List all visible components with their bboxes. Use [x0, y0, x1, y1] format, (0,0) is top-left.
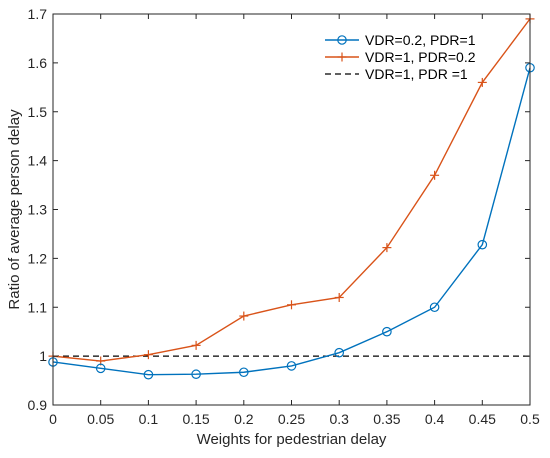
y-tick-label: 1.7 — [28, 6, 48, 22]
x-axis-label: Weights for pedestrian delay — [197, 431, 387, 448]
y-tick-label: 1.5 — [28, 104, 48, 120]
legend-marker-2 — [337, 52, 347, 62]
series-2-point-8 — [430, 170, 440, 180]
x-tick-label: 0.5 — [520, 411, 540, 427]
series-2-point-9 — [477, 77, 487, 87]
series-1-point-8 — [429, 302, 440, 313]
x-tick-label: 0 — [49, 411, 57, 427]
x-tick-label: 0.1 — [139, 411, 159, 427]
x-tick-label: 0.15 — [182, 411, 209, 427]
series-1-point-9 — [477, 239, 488, 250]
y-tick-label: 0.9 — [28, 397, 48, 413]
series-layer — [48, 14, 535, 380]
series-1-point-7 — [382, 326, 392, 337]
series-1-point-3 — [191, 369, 201, 380]
x-tick-label: 0.05 — [87, 411, 114, 427]
series-2-point-4 — [239, 311, 249, 321]
y-tick-label: 1.6 — [28, 55, 48, 71]
legend-item-2: VDR=1, PDR=0.2 — [325, 49, 476, 65]
x-tick-label: 0.3 — [329, 411, 349, 427]
y-tick-label: 1.3 — [28, 202, 48, 218]
series-1-point-5 — [286, 361, 297, 371]
series-1-point-1 — [95, 363, 106, 374]
series-1-point-4 — [239, 367, 249, 378]
legend-label-2: VDR=1, PDR=0.2 — [365, 49, 476, 65]
x-tick-label: 0.2 — [234, 411, 254, 427]
x-tick-label: 0.4 — [425, 411, 445, 427]
ticks-layer: 0 0.05 0.1 0.15 0.2 0.25 0.3 0.35 0.4 0.45 0.5 0.9 1… — [28, 6, 540, 427]
series-1-point-6 — [334, 347, 344, 358]
y-tick-label: 1.2 — [28, 250, 48, 266]
series-2-point-5 — [287, 300, 296, 310]
legend-item-3: VDR=1, PDR =1 — [325, 66, 468, 82]
series-1-point-2 — [143, 369, 154, 380]
legend-label-1: VDR=0.2, PDR=1 — [365, 32, 476, 48]
series-2-point-2 — [143, 350, 153, 360]
x-tick-label: 0.25 — [278, 411, 305, 427]
legend-label-3: VDR=1, PDR =1 — [365, 66, 468, 82]
y-tick-label: 1.4 — [28, 153, 48, 169]
x-tick-label: 0.45 — [469, 411, 496, 427]
plot-area — [53, 14, 530, 405]
series-2-point-7 — [382, 243, 392, 253]
series-1-line — [52, 67, 531, 376]
x-tick-label: 0.35 — [373, 411, 400, 427]
y-axis-label: Ratio of average person delay — [6, 109, 23, 310]
y-tick-label: 1.1 — [28, 299, 48, 315]
series-2-point-6 — [334, 292, 344, 302]
series-2-point-3 — [191, 340, 201, 350]
y-tick-label: 1 — [39, 348, 47, 364]
legend-item-1: VDR=0.2, PDR=1 — [325, 32, 476, 48]
legend-marker-1 — [337, 35, 347, 45]
